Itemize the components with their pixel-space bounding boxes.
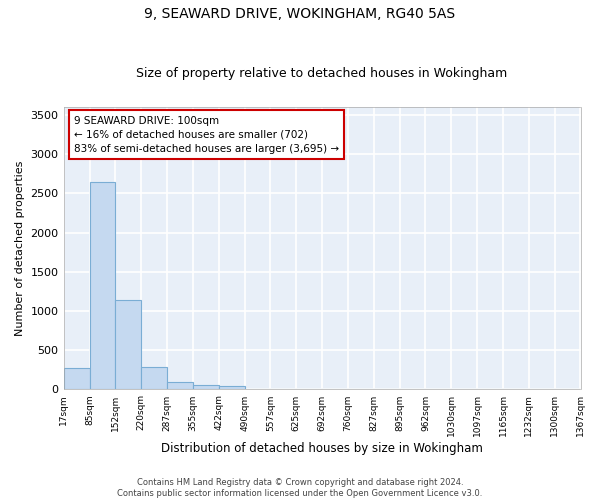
Bar bbox=[89, 182, 115, 390]
Bar bbox=[141, 366, 167, 390]
Y-axis label: Number of detached properties: Number of detached properties bbox=[15, 160, 25, 336]
Bar bbox=[193, 385, 218, 390]
X-axis label: Distribution of detached houses by size in Wokingham: Distribution of detached houses by size … bbox=[161, 442, 483, 455]
Bar bbox=[218, 386, 245, 390]
Text: 9 SEAWARD DRIVE: 100sqm
← 16% of detached houses are smaller (702)
83% of semi-d: 9 SEAWARD DRIVE: 100sqm ← 16% of detache… bbox=[74, 116, 339, 154]
Bar bbox=[64, 368, 89, 390]
Text: 9, SEAWARD DRIVE, WOKINGHAM, RG40 5AS: 9, SEAWARD DRIVE, WOKINGHAM, RG40 5AS bbox=[145, 8, 455, 22]
Bar bbox=[115, 300, 141, 390]
Text: Contains HM Land Registry data © Crown copyright and database right 2024.
Contai: Contains HM Land Registry data © Crown c… bbox=[118, 478, 482, 498]
Title: Size of property relative to detached houses in Wokingham: Size of property relative to detached ho… bbox=[136, 66, 508, 80]
Bar bbox=[167, 382, 193, 390]
